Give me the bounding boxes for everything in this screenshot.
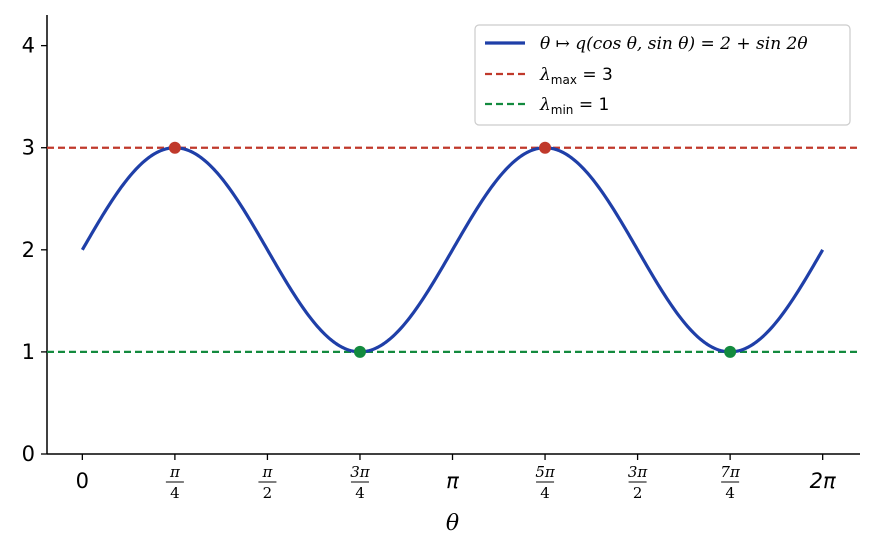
x-tick-den-2: 2 <box>263 484 273 502</box>
x-tick-label-8: 2π <box>810 469 836 493</box>
axes <box>46 15 860 455</box>
ticks: 0 1 2 3 4 0 π 4 π 2 3π 4 π 5π 4 3π 2 7π 4 2π <box>22 34 836 502</box>
x-tick-label-0: 0 <box>76 469 89 493</box>
x-tick-num-6: 3π <box>628 463 649 481</box>
x-tick-num-1: π <box>169 463 181 481</box>
y-tick-label-1: 1 <box>22 340 35 364</box>
legend: θ ↦ q(cos θ, sin θ) = 2 + sin 2θ λmax = … <box>474 24 851 126</box>
curve <box>80 146 825 354</box>
x-tick-den-7: 4 <box>725 484 735 502</box>
max-point-0 <box>168 141 181 154</box>
legend-label-curve: θ ↦ q(cos θ, sin θ) = 2 + sin 2θ <box>540 34 808 54</box>
legend-frame <box>474 24 851 126</box>
y-tick-label-0: 0 <box>22 442 35 466</box>
min-point-0 <box>353 345 366 358</box>
legend-label-min: λmin = 1 <box>539 95 609 117</box>
x-tick-num-5: 5π <box>535 463 556 481</box>
x-tick-den-5: 4 <box>540 484 550 502</box>
x-tick-num-3: 3π <box>350 463 371 481</box>
y-tick-label-3: 3 <box>22 136 35 160</box>
extrema-points <box>168 141 737 358</box>
y-tick-label-2: 2 <box>22 238 35 262</box>
x-tick-den-6: 2 <box>633 484 643 502</box>
x-tick-num-2: π <box>261 463 273 481</box>
x-tick-den-3: 4 <box>355 484 365 502</box>
x-tick-num-7: 7π <box>720 463 741 481</box>
x-axis-label: θ <box>446 511 459 536</box>
legend-label-max: λmax = 3 <box>539 65 613 87</box>
x-tick-den-1: 4 <box>170 484 180 502</box>
y-tick-label-4: 4 <box>22 34 35 58</box>
curve-line <box>80 146 825 354</box>
max-point-1 <box>539 141 552 154</box>
x-tick-label-4: π <box>446 469 459 493</box>
min-point-1 <box>724 345 737 358</box>
